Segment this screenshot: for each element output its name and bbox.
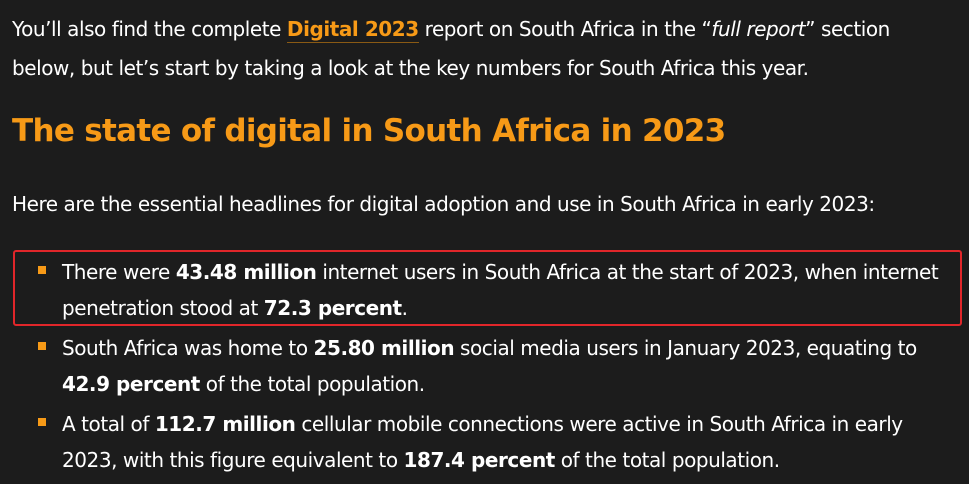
item-bold-value: 187.4 percent	[403, 448, 556, 472]
item-text: of the total population.	[199, 372, 425, 396]
intro-text-2: report on South Africa in the “	[418, 17, 712, 41]
item-bold-value: 25.80 million	[313, 336, 455, 360]
bullet-square-icon	[38, 418, 46, 426]
section-heading: The state of digital in South Africa in …	[12, 113, 726, 149]
intro-paragraph: You’ll also find the complete Digital 20…	[12, 10, 957, 88]
item-text: of the total population.	[554, 448, 780, 472]
bullet-square-icon	[38, 266, 46, 274]
list-item: A total of 112.7 million cellular mobile…	[0, 406, 969, 482]
item-text: internet users in South Africa at the st…	[62, 260, 939, 320]
headlines-list: There were 43.48 million internet users …	[0, 254, 969, 482]
item-bold-value: 112.7 million	[154, 412, 296, 436]
digital-2023-link[interactable]: Digital 2023	[286, 17, 419, 43]
item-text: South Africa was home to	[62, 336, 314, 360]
list-item: South Africa was home to 25.80 million s…	[0, 330, 969, 406]
item-bold-value: 43.48 million	[175, 260, 317, 284]
bullet-square-icon	[38, 342, 46, 350]
lead-paragraph: Here are the essential headlines for dig…	[12, 192, 875, 216]
intro-text-1: You’ll also find the complete	[12, 17, 287, 41]
item-text: A total of	[62, 412, 155, 436]
item-bold-value: 42.9 percent	[62, 372, 200, 396]
item-text: There were	[62, 260, 176, 284]
item-text: social media users in January 2023, equa…	[454, 336, 917, 360]
intro-text-3: ” section below, but let’s start by taki…	[12, 17, 890, 80]
item-text: .	[401, 296, 408, 320]
intro-emphasis: full report	[711, 17, 806, 41]
list-item: There were 43.48 million internet users …	[0, 254, 969, 330]
item-text: cellular mobile connections were active …	[62, 412, 903, 472]
item-bold-value: 72.3 percent	[263, 296, 402, 320]
